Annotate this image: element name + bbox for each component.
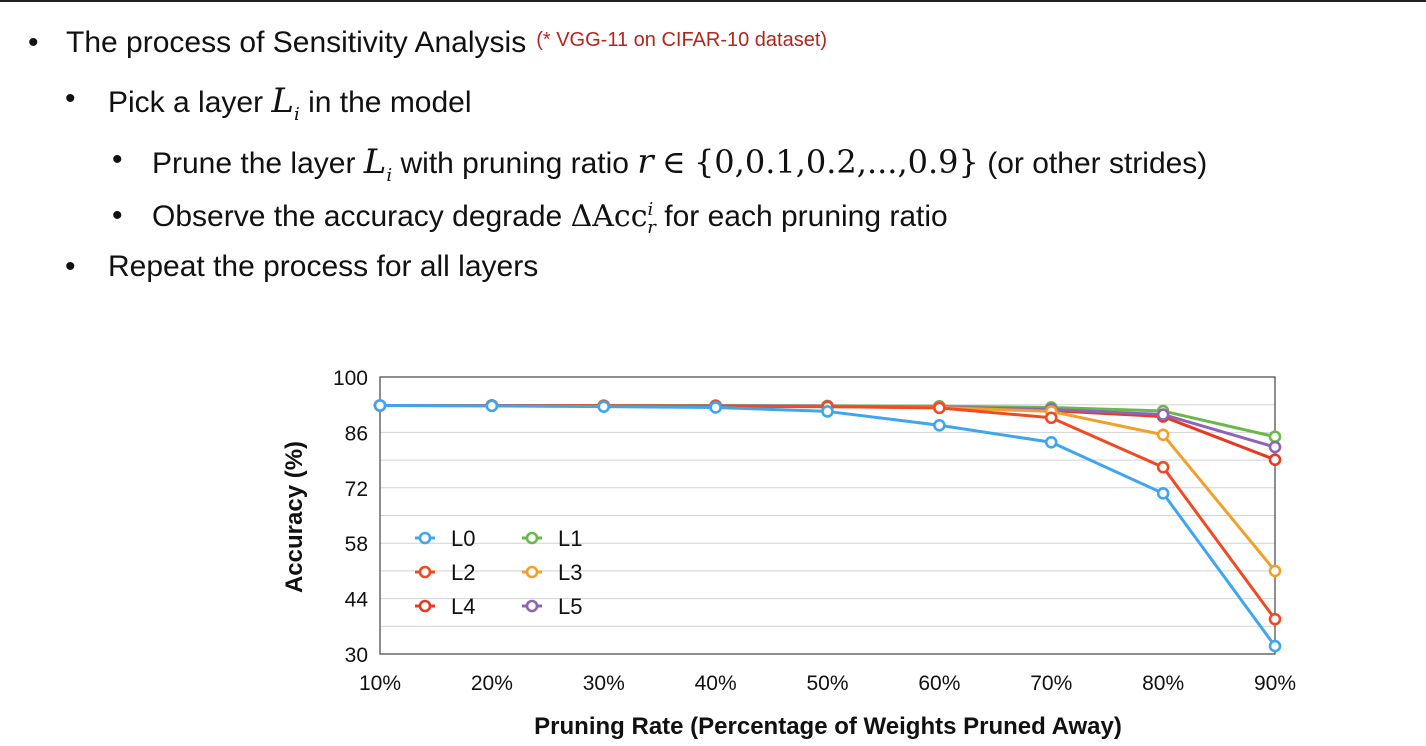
- data-point: [1044, 411, 1058, 425]
- data-point: [485, 399, 499, 413]
- math-delta-acc: ΔAccir: [570, 199, 656, 238]
- bullet-text: in the model: [308, 86, 472, 119]
- math-layer-symbol: Li: [363, 142, 393, 186]
- data-point: [1268, 639, 1282, 653]
- math-ratio-set: {0,0.1,0.2,...,0.9}: [693, 143, 979, 181]
- math-ratio-symbol: r: [637, 142, 654, 182]
- x-tick-label: 50%: [806, 672, 848, 695]
- data-point: [933, 401, 946, 415]
- bullet-text: Repeat the process for all layers: [108, 250, 539, 283]
- bullet-dot: •: [65, 82, 76, 115]
- legend-label: L2: [451, 560, 475, 585]
- legend-marker: [525, 599, 539, 613]
- bullet-dot: •: [28, 26, 39, 59]
- x-axis-ticks: 10% 20% 30% 40% 50% 60% 70% 80% 90%: [359, 672, 1296, 695]
- data-point: [373, 399, 387, 412]
- legend-marker: [418, 565, 432, 579]
- data-point: [1156, 487, 1170, 500]
- top-border: [0, 0, 1426, 2]
- data-point: [1268, 440, 1282, 454]
- dataset-note: (* VGG-11 on CIFAR-10 dataset): [536, 29, 828, 51]
- math-layer-symbol: Li: [271, 81, 300, 125]
- data-point: [597, 400, 611, 413]
- legend-label: L0: [451, 526, 475, 551]
- legend-marker: [525, 565, 539, 579]
- x-tick-label: 80%: [1142, 672, 1184, 695]
- y-tick-label: 86: [345, 422, 368, 445]
- bullet-dot: •: [112, 199, 123, 232]
- legend-marker: [418, 531, 432, 545]
- bullet-text: (or other strides): [987, 147, 1208, 180]
- y-tick-label: 30: [345, 644, 368, 667]
- x-tick-label: 60%: [918, 672, 960, 695]
- y-tick-label: 44: [345, 589, 369, 612]
- x-tick-label: 20%: [471, 672, 513, 695]
- y-axis-label: Accuracy (%): [281, 441, 308, 593]
- series-l2: [373, 399, 1282, 626]
- y-tick-label: 72: [345, 478, 368, 501]
- math-element-of: ∈: [661, 143, 686, 181]
- bullet-dot: •: [65, 250, 76, 283]
- legend-label: L1: [558, 526, 582, 551]
- y-tick-label: 100: [333, 367, 368, 390]
- x-tick-label: 70%: [1030, 672, 1072, 695]
- y-axis-ticks: 30 44 58 72 86 100: [333, 367, 368, 667]
- bullet-text: Pick a layer: [108, 86, 264, 119]
- x-axis-label: Pruning Rate (Percentage of Weights Prun…: [534, 713, 1122, 740]
- data-point: [1156, 428, 1170, 442]
- data-point: [1268, 453, 1282, 467]
- series-line: [380, 403, 1277, 621]
- bullet-text: with pruning ratio: [400, 147, 629, 180]
- x-tick-label: 10%: [359, 672, 401, 695]
- chart-legend: L0 L1 L2 L3 L4 L5: [415, 526, 582, 619]
- data-point: [1268, 564, 1282, 578]
- data-point: [933, 418, 946, 432]
- data-point: [1156, 408, 1170, 421]
- data-point: [709, 401, 722, 414]
- y-tick-label: 58: [345, 533, 368, 556]
- legend-marker: [418, 599, 432, 613]
- bullet-dot: •: [112, 143, 123, 176]
- bullet-text: Observe the accuracy degrade: [152, 200, 563, 233]
- bullet-text: Prune the layer: [152, 147, 356, 180]
- data-point: [1268, 612, 1282, 626]
- data-point: [1044, 435, 1058, 449]
- x-tick-label: 30%: [583, 672, 625, 695]
- legend-marker: [525, 531, 539, 545]
- bullet-text: The process of Sensitivity Analysis: [66, 26, 527, 59]
- legend-label: L4: [451, 594, 475, 619]
- x-tick-label: 90%: [1254, 672, 1296, 695]
- chart-grid: [380, 404, 1275, 627]
- plot-area-frame: [379, 376, 1276, 655]
- x-tick-label: 40%: [695, 672, 737, 695]
- data-point: [821, 405, 834, 418]
- data-point: [1268, 430, 1282, 444]
- bullet-text: for each pruning ratio: [664, 200, 948, 233]
- series-l0: [373, 399, 1282, 653]
- data-point: [1156, 460, 1170, 474]
- chart-series: [373, 399, 1282, 653]
- legend-label: L3: [558, 560, 582, 585]
- legend-label: L5: [558, 594, 582, 619]
- series-line: [379, 403, 1277, 647]
